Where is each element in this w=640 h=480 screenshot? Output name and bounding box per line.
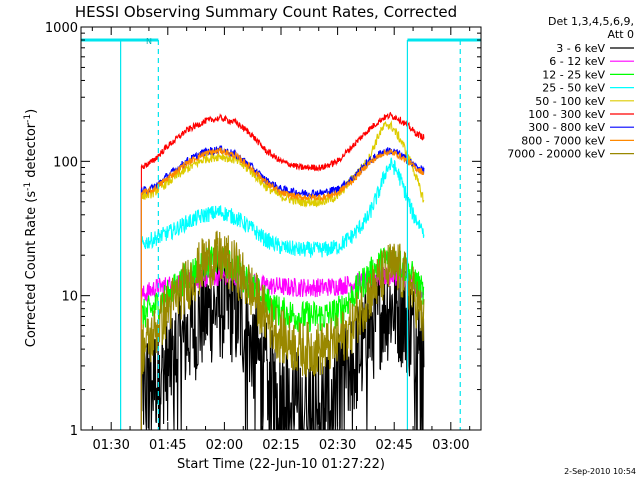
y-tick-label-3: 1000 bbox=[45, 21, 78, 36]
y-label-part-3: ) bbox=[24, 109, 39, 114]
series-line-7 bbox=[140, 147, 425, 430]
y-tick-label-2: 100 bbox=[53, 155, 78, 170]
x-tick-label-0: 01:30 bbox=[92, 438, 129, 453]
legend-label-6: 300 - 800 keV bbox=[528, 121, 605, 134]
legend-label-2: 12 - 25 keV bbox=[542, 68, 605, 81]
series-line-3 bbox=[140, 157, 425, 430]
legend-header-1: Det 1,3,4,5,6,9, bbox=[548, 15, 634, 28]
flag-bar-1 bbox=[407, 38, 481, 42]
y-tick-label-0: 1 bbox=[70, 424, 78, 439]
attenuator-flag-layer bbox=[81, 38, 481, 430]
chart-title: HESSI Observing Summary Count Rates, Cor… bbox=[75, 3, 457, 21]
legend-label-1: 6 - 12 keV bbox=[549, 55, 605, 68]
y-axis-label: Corrected Count Rate (s-1 detector-1) bbox=[23, 109, 39, 347]
legend-label-5: 100 - 300 keV bbox=[528, 108, 605, 121]
x-tick-label-3: 02:15 bbox=[262, 438, 299, 453]
x-axis-label: Start Time (22-Jun-10 01:27:22) bbox=[177, 457, 385, 472]
x-tick-label-6: 03:00 bbox=[432, 438, 469, 453]
axis-ticks: 01:30 01:45 02:00 02:15 02:30 02:45 03:00 1 10 10… bbox=[45, 21, 481, 453]
y-label-exp-2: -1 bbox=[23, 114, 33, 123]
legend-label-0: 3 - 6 keV bbox=[556, 42, 605, 55]
y-label-exp-1: -1 bbox=[23, 182, 33, 191]
legend-label-4: 50 - 100 keV bbox=[535, 95, 605, 108]
series-line-5 bbox=[140, 111, 425, 430]
x-tick-label-4: 02:30 bbox=[319, 438, 356, 453]
legend-header-2: Att 0 bbox=[608, 28, 634, 41]
y-tick-label-1: 10 bbox=[61, 290, 78, 305]
legend-label-3: 25 - 50 keV bbox=[542, 82, 605, 95]
series-layer bbox=[140, 111, 425, 431]
y-label-part-1: Corrected Count Rate (s bbox=[24, 191, 39, 348]
x-tick-label-2: 02:00 bbox=[206, 438, 243, 453]
x-tick-label-1: 01:45 bbox=[149, 438, 186, 453]
legend-label-7: 800 - 7000 keV bbox=[521, 134, 605, 147]
legend-label-8: 7000 - 20000 keV bbox=[507, 148, 605, 161]
y-label-part-2: detector bbox=[24, 122, 39, 182]
x-tick-label-5: 02:45 bbox=[375, 438, 412, 453]
timestamp: 2-Sep-2010 10:54 bbox=[564, 467, 636, 476]
flag-bar-0 bbox=[81, 38, 159, 42]
series-line-8 bbox=[140, 230, 425, 430]
flag-label: N bbox=[146, 37, 152, 46]
series-line-4 bbox=[140, 120, 425, 430]
